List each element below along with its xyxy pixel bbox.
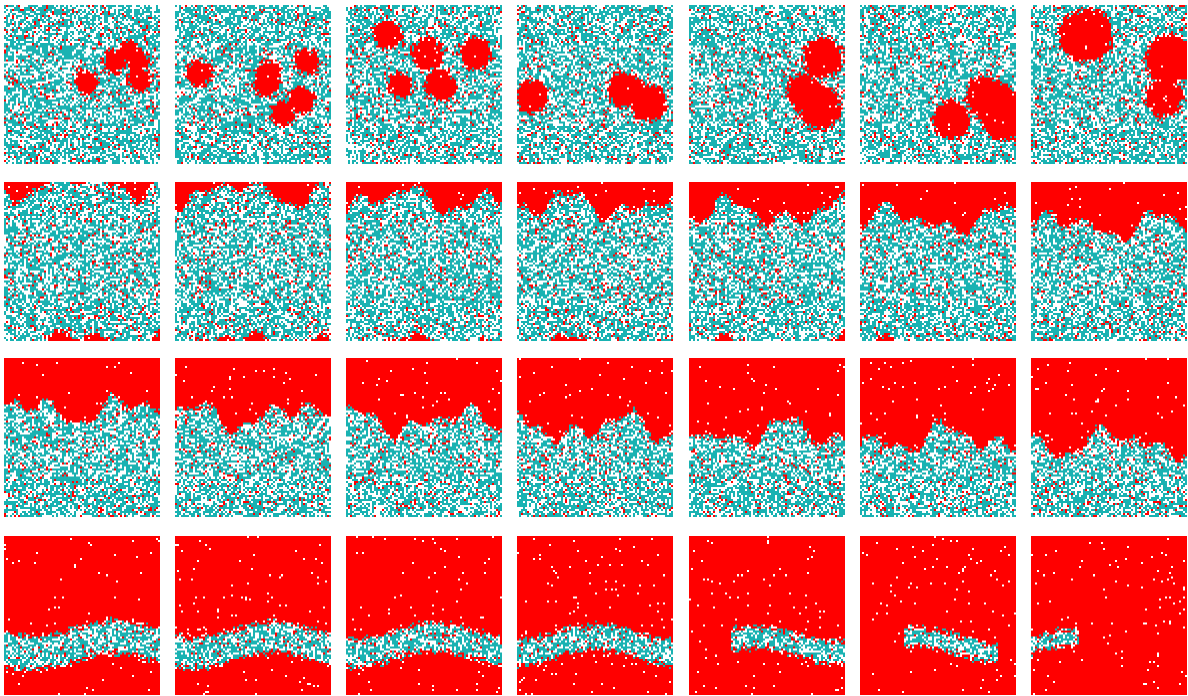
simulation-frame-11 [517, 182, 673, 341]
simulation-frame-14 [1031, 182, 1187, 341]
simulation-frame-25 [517, 536, 673, 695]
simulation-frame-28 [1031, 536, 1187, 695]
simulation-frame-15 [4, 358, 160, 517]
simulation-frame-22 [4, 536, 160, 695]
simulation-frame-6 [860, 5, 1016, 164]
simulation-frame-2 [175, 5, 331, 164]
simulation-frame-8 [4, 182, 160, 341]
simulation-frame-26 [689, 536, 845, 695]
simulation-frame-7 [1031, 5, 1187, 164]
simulation-frame-18 [517, 358, 673, 517]
simulation-frame-24 [346, 536, 502, 695]
simulation-frame-16 [175, 358, 331, 517]
simulation-frame-9 [175, 182, 331, 341]
simulation-frame-20 [860, 358, 1016, 517]
simulation-frame-5 [689, 5, 845, 164]
simulation-frame-17 [346, 358, 502, 517]
simulation-frame-1 [4, 5, 160, 164]
simulation-frame-4 [517, 5, 673, 164]
simulation-frame-23 [175, 536, 331, 695]
simulation-frame-12 [689, 182, 845, 341]
simulation-frame-10 [346, 182, 502, 341]
simulation-frame-21 [1031, 358, 1187, 517]
simulation-frame-27 [860, 536, 1016, 695]
simulation-frame-3 [346, 5, 502, 164]
simulation-frame-19 [689, 358, 845, 517]
simulation-frame-13 [860, 182, 1016, 341]
